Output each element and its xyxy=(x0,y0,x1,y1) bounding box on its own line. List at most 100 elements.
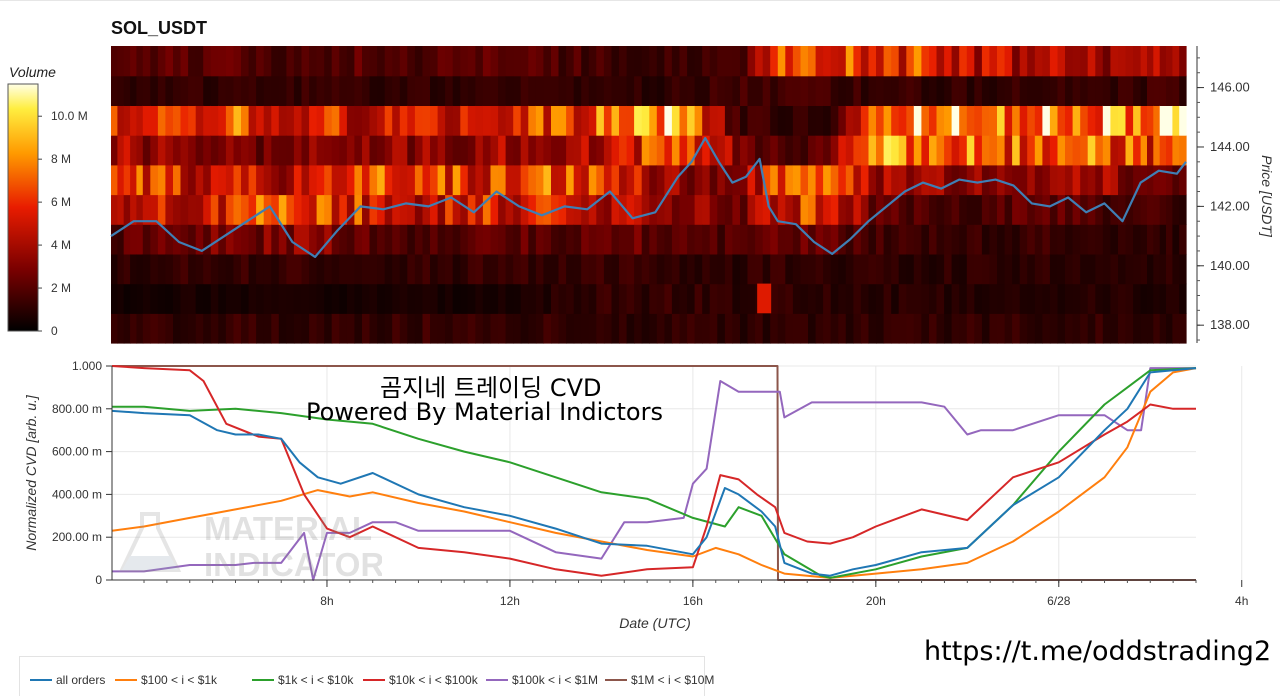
heatmap-cell xyxy=(777,135,786,166)
heatmap-cell xyxy=(634,46,643,77)
heatmap-cell xyxy=(853,283,862,314)
heatmap-cell xyxy=(173,105,182,136)
heatmap-cell xyxy=(1057,105,1066,136)
heatmap-cell xyxy=(588,313,597,344)
heatmap-cell xyxy=(1147,253,1154,285)
heatmap-cell xyxy=(1125,313,1134,344)
heatmap-cell xyxy=(263,164,272,196)
heatmap-cell xyxy=(460,224,469,255)
heatmap-cell xyxy=(845,135,854,166)
heatmap-cell xyxy=(309,105,318,136)
legend-item-s100[interactable]: $100 < i < $1k xyxy=(115,673,217,687)
heatmap-cell xyxy=(180,224,189,255)
heatmap-cell xyxy=(906,105,915,136)
heatmap-cell xyxy=(1065,283,1074,314)
heatmap-cell xyxy=(1147,105,1154,136)
heatmap-cell xyxy=(997,46,1006,77)
legend-item-s10k[interactable]: $10k < i < $100k xyxy=(363,673,478,687)
heatmap-cell xyxy=(1179,75,1187,106)
heatmap-cell xyxy=(891,164,900,196)
heatmap-cell xyxy=(777,75,786,106)
legend-item-s1k[interactable]: $1k < i < $10k xyxy=(252,673,353,687)
heatmap-cell xyxy=(362,135,371,166)
heatmap-cell xyxy=(717,224,726,255)
heatmap-cell xyxy=(921,313,930,344)
heatmap-cell xyxy=(286,194,295,225)
heatmap-cell xyxy=(800,135,809,166)
heatmap-cell xyxy=(1012,283,1021,314)
heatmap-cell xyxy=(997,253,1006,285)
heatmap-cell xyxy=(664,283,673,314)
cvd-series-s1k xyxy=(112,367,1197,579)
heatmap-cell xyxy=(981,313,991,344)
heatmap-cell xyxy=(1133,253,1142,285)
heatmap-cell xyxy=(664,105,673,136)
heatmap-cell xyxy=(1057,135,1066,166)
heatmap-cell xyxy=(671,194,681,225)
heatmap-cell xyxy=(430,75,439,106)
heatmap-cell xyxy=(241,194,250,225)
heatmap-cell xyxy=(1012,194,1021,225)
heatmap-cell xyxy=(913,135,922,166)
heatmap-cell xyxy=(936,105,945,136)
heatmap-cell xyxy=(1133,105,1142,136)
heatmap-cell xyxy=(278,46,287,77)
heatmap-cell xyxy=(309,224,318,255)
heatmap-cell xyxy=(407,253,416,285)
heatmap-cell xyxy=(974,105,983,136)
heatmap-cell xyxy=(233,105,242,136)
heatmap-cell xyxy=(815,135,824,166)
heatmap-cell xyxy=(1179,135,1187,166)
heatmap-cell xyxy=(951,46,960,77)
heatmap-cell xyxy=(687,105,696,136)
heatmap-cell xyxy=(1140,46,1148,77)
legend-item-s100k[interactable]: $100k < i < $1M xyxy=(486,673,598,687)
heatmap-cell xyxy=(906,46,915,77)
heatmap-cell xyxy=(770,164,779,196)
legend-swatch xyxy=(115,679,137,681)
heatmap-cell xyxy=(1012,105,1021,136)
heatmap-cell xyxy=(853,46,862,77)
heatmap-cell xyxy=(740,75,749,106)
heatmap-cell xyxy=(1034,135,1043,166)
heatmap-cell xyxy=(490,46,499,77)
heatmap-cell xyxy=(475,164,484,196)
heatmap-cell xyxy=(248,253,257,285)
heatmap-cell xyxy=(596,313,605,344)
heatmap-cell xyxy=(981,75,991,106)
heatmap-cell xyxy=(596,224,605,255)
heatmap-cell xyxy=(195,75,204,106)
heatmap-cell xyxy=(1049,164,1059,196)
heatmap-cell xyxy=(981,105,991,136)
legend-item-s1m[interactable]: $1M < i < $10M xyxy=(605,673,714,687)
logo-line1: MATERIAL xyxy=(204,510,372,547)
legend-item-all[interactable]: all orders xyxy=(30,673,105,687)
price-axis: 138.00 140.00 142.00 144.00 146.00 Price [USD… xyxy=(1196,46,1275,343)
heatmap-cell xyxy=(777,46,786,77)
heatmap-cell xyxy=(286,253,295,285)
heatmap-cell xyxy=(316,164,325,196)
heatmap-cell xyxy=(1027,105,1036,136)
heatmap-cell xyxy=(225,46,235,77)
heatmap-cell xyxy=(573,135,582,166)
heatmap-cell xyxy=(210,164,219,196)
heatmap-cell xyxy=(566,75,575,106)
heatmap-cell xyxy=(377,224,386,255)
heatmap-cell xyxy=(747,75,756,106)
heatmap-cell xyxy=(1179,164,1187,196)
heatmap-cell xyxy=(1179,194,1187,225)
heatmap-cell xyxy=(671,313,681,344)
heatmap-cell xyxy=(649,105,658,136)
heatmap-cell xyxy=(392,135,401,166)
heatmap-cell xyxy=(392,253,401,285)
heatmap-cell xyxy=(1087,224,1096,255)
heatmap-cell xyxy=(876,75,885,106)
heatmap-cell xyxy=(724,194,734,225)
heatmap-cell xyxy=(1147,224,1154,255)
heatmap-cell xyxy=(362,105,371,136)
heatmap-cell xyxy=(437,313,446,344)
heatmap-cell xyxy=(1080,283,1089,314)
heatmap-cell xyxy=(944,253,953,285)
heatmap-cell xyxy=(173,135,182,166)
heatmap-cell xyxy=(339,105,348,136)
